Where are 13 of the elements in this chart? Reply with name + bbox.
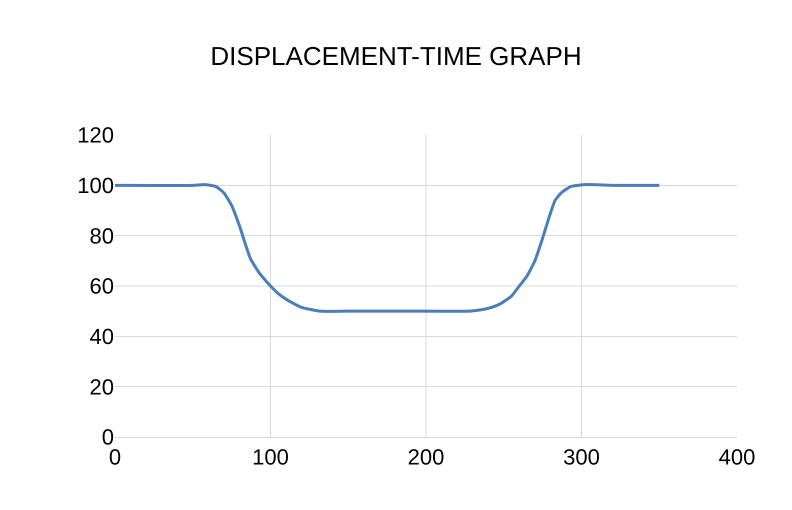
x-tick-label: 400 [718, 444, 756, 470]
x-tick-label: 200 [408, 444, 444, 470]
y-tick-label: 40 [90, 324, 114, 350]
y-tick-label: 20 [90, 374, 114, 400]
line-series [115, 183, 661, 313]
y-tick-label: 80 [90, 223, 114, 248]
x-tick-label: 100 [252, 444, 289, 470]
y-tick-label: 100 [77, 173, 114, 198]
y-tick-label: 60 [90, 274, 114, 299]
y-tick-label: 120 [77, 122, 114, 148]
y-tick-label: 0 [102, 424, 114, 450]
x-tick-label: 300 [563, 444, 600, 470]
chart-title: DISPLACEMENT-TIME GRAPH [210, 41, 582, 72]
